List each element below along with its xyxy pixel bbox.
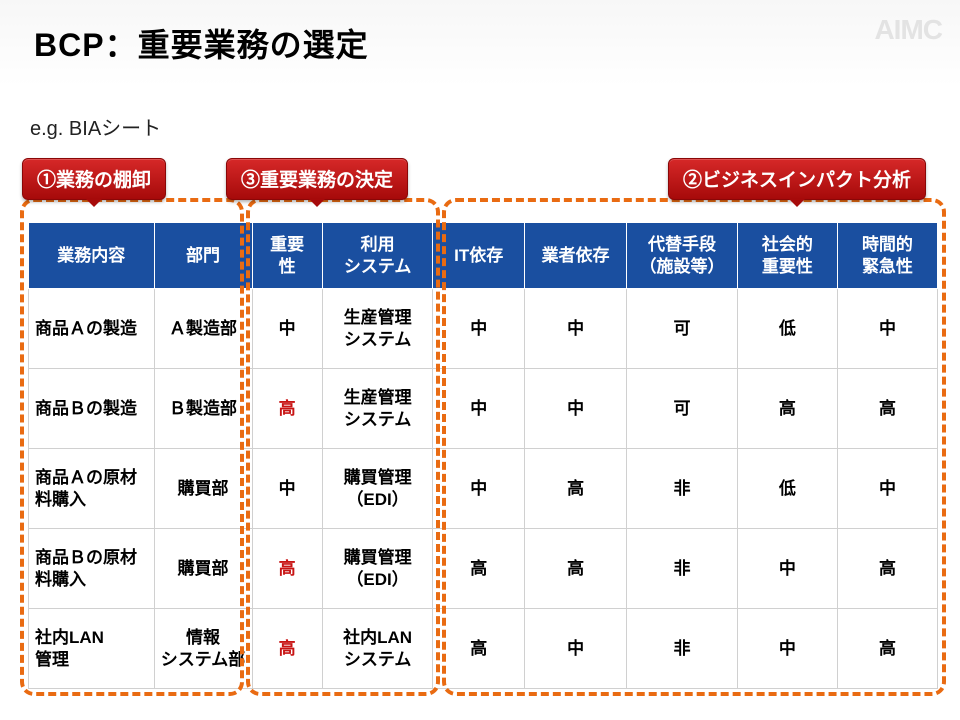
- col-header: 利用システム: [322, 223, 433, 289]
- cell: 中: [433, 449, 525, 529]
- cell: 中: [433, 369, 525, 449]
- cell: 高: [252, 609, 322, 689]
- banner-3: ②ビジネスインパクト分析: [668, 158, 926, 200]
- cell: 中: [837, 449, 937, 529]
- logo-text: AIMC: [874, 14, 942, 46]
- subtitle: e.g. BIAシート: [30, 112, 161, 141]
- cell: 購買部: [154, 529, 252, 609]
- cell: 商品Ａの原材料購入: [29, 449, 155, 529]
- col-header: 業者依存: [524, 223, 626, 289]
- cell: 中: [524, 369, 626, 449]
- cell: 社内LAN管理: [29, 609, 155, 689]
- cell: 中: [433, 289, 525, 369]
- col-header: IT依存: [433, 223, 525, 289]
- table-header-row: 業務内容部門重要性利用システムIT依存業者依存代替手段（施設等）社会的重要性時間…: [29, 223, 938, 289]
- cell: 高: [433, 609, 525, 689]
- col-header: 代替手段（施設等）: [627, 223, 738, 289]
- cell: Ａ製造部: [154, 289, 252, 369]
- table-row: 商品Ｂの原材料購入購買部高購買管理（EDI）高高非中高: [29, 529, 938, 609]
- cell: 非: [627, 449, 738, 529]
- cell: 中: [737, 609, 837, 689]
- page-title: BCP：重要業務の選定: [34, 20, 369, 66]
- cell: 社内LANシステム: [322, 609, 433, 689]
- cell: 生産管理システム: [322, 369, 433, 449]
- cell: 情報システム部: [154, 609, 252, 689]
- cell: 高: [252, 369, 322, 449]
- cell: 低: [737, 449, 837, 529]
- cell: 中: [737, 529, 837, 609]
- table-body: 商品Ａの製造Ａ製造部中生産管理システム中中可低中商品Ｂの製造Ｂ製造部高生産管理シ…: [29, 289, 938, 689]
- cell: 可: [627, 369, 738, 449]
- cell: 高: [737, 369, 837, 449]
- banner-2: ③重要業務の決定: [226, 158, 408, 200]
- table-row: 商品Ａの原材料購入購買部中購買管理（EDI）中高非低中: [29, 449, 938, 529]
- cell: 高: [837, 609, 937, 689]
- col-header: 重要性: [252, 223, 322, 289]
- cell: 商品Ａの製造: [29, 289, 155, 369]
- cell: 高: [837, 529, 937, 609]
- cell: 高: [524, 449, 626, 529]
- cell: 中: [252, 289, 322, 369]
- header-bar: BCP：重要業務の選定 AIMC: [0, 0, 960, 86]
- cell: 購買管理（EDI）: [322, 529, 433, 609]
- cell: 可: [627, 289, 738, 369]
- cell: 高: [837, 369, 937, 449]
- banner-1: ①業務の棚卸: [22, 158, 166, 200]
- cell: 購買管理（EDI）: [322, 449, 433, 529]
- cell: 中: [524, 609, 626, 689]
- cell: 非: [627, 609, 738, 689]
- bia-table-wrap: 業務内容部門重要性利用システムIT依存業者依存代替手段（施設等）社会的重要性時間…: [28, 222, 938, 689]
- table-row: 社内LAN管理情報システム部高社内LANシステム高中非中高: [29, 609, 938, 689]
- cell: 非: [627, 529, 738, 609]
- cell: 中: [524, 289, 626, 369]
- cell: 低: [737, 289, 837, 369]
- table-row: 商品Ｂの製造Ｂ製造部高生産管理システム中中可高高: [29, 369, 938, 449]
- col-header: 部門: [154, 223, 252, 289]
- cell: Ｂ製造部: [154, 369, 252, 449]
- col-header: 時間的緊急性: [837, 223, 937, 289]
- cell: 中: [252, 449, 322, 529]
- cell: 生産管理システム: [322, 289, 433, 369]
- col-header: 社会的重要性: [737, 223, 837, 289]
- cell: 購買部: [154, 449, 252, 529]
- cell: 商品Ｂの原材料購入: [29, 529, 155, 609]
- table-row: 商品Ａの製造Ａ製造部中生産管理システム中中可低中: [29, 289, 938, 369]
- cell: 商品Ｂの製造: [29, 369, 155, 449]
- cell: 高: [252, 529, 322, 609]
- col-header: 業務内容: [29, 223, 155, 289]
- cell: 高: [524, 529, 626, 609]
- bia-table: 業務内容部門重要性利用システムIT依存業者依存代替手段（施設等）社会的重要性時間…: [28, 222, 938, 689]
- cell: 中: [837, 289, 937, 369]
- cell: 高: [433, 529, 525, 609]
